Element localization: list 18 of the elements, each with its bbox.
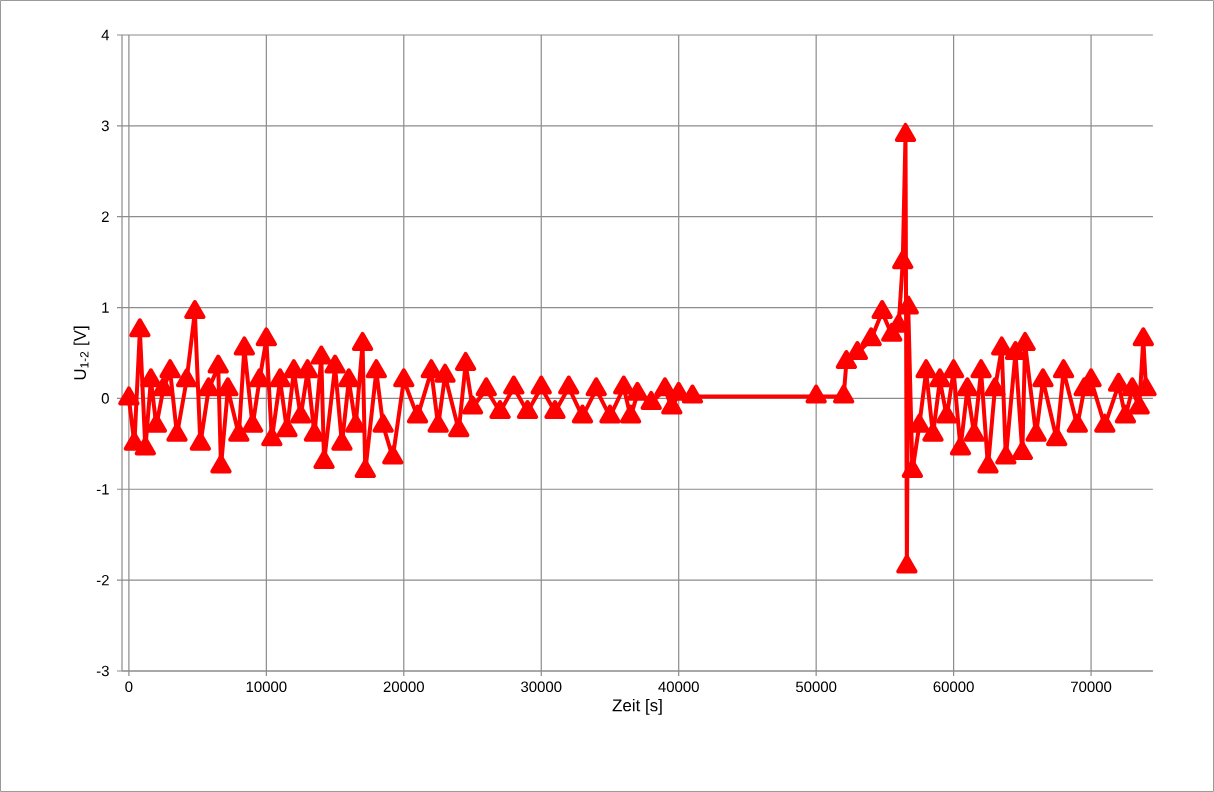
x-tick-label: 10000	[246, 681, 287, 693]
y-tick-label: 0	[101, 393, 109, 404]
x-axis-title: Zeit [s]	[612, 698, 662, 715]
x-tick-label: 20000	[383, 681, 424, 693]
y-tick-label: 1	[102, 302, 109, 313]
x-tick-label: 70000	[1071, 681, 1112, 693]
y-tick-label: -3	[96, 665, 109, 677]
y-tick-label: 2	[101, 211, 109, 222]
x-tick-label: 40000	[658, 681, 699, 693]
y-axis-title: U$_{1-2}$ [V]	[73, 326, 90, 380]
x-tick-label: 50000	[795, 681, 837, 693]
x-tick-label: 60000	[933, 681, 974, 693]
y-tick-label: 3	[101, 120, 109, 132]
y-tick-label: -1	[96, 484, 109, 495]
y-tick-label: -2	[96, 574, 109, 586]
y-tick-label: 4	[101, 29, 110, 41]
x-tick-label: 30000	[521, 681, 562, 693]
x-tick-label: 0	[125, 681, 133, 693]
